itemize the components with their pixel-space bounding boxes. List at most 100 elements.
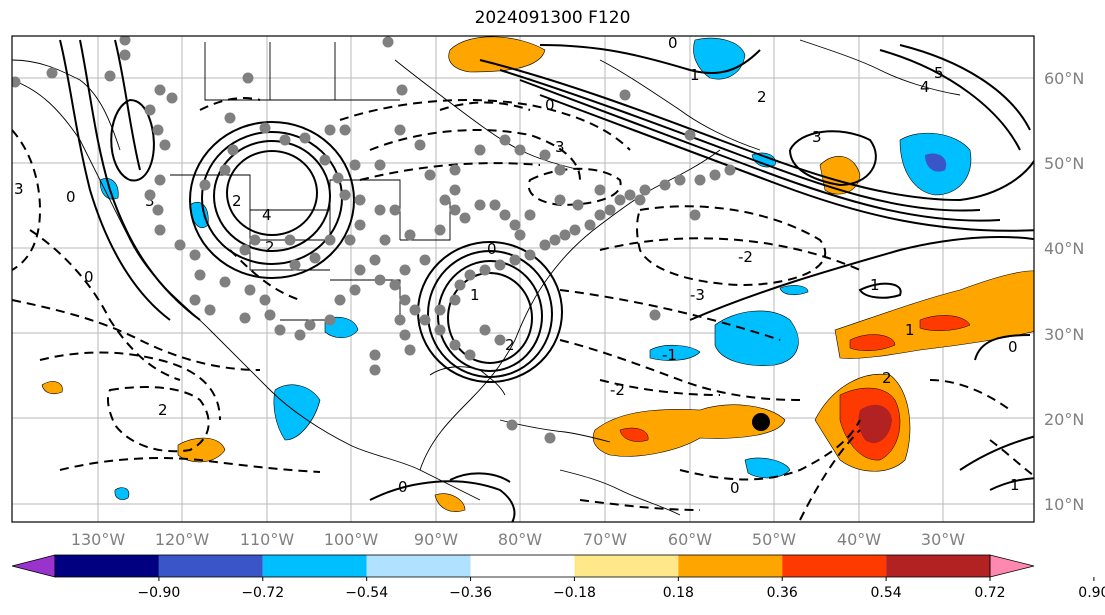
svg-text:1: 1: [690, 66, 700, 84]
lon-label: 90°W: [414, 530, 458, 549]
station-dot: [409, 304, 421, 316]
station-dot: [509, 254, 521, 266]
station-dot: [604, 204, 616, 216]
station-dot: [594, 184, 606, 196]
colorbar: −0.90 −0.72 −0.54 −0.36 −0.18 0.18 0.36 0.54 0.7…: [11, 554, 1105, 601]
station-dot: [594, 209, 606, 221]
station-dot: [479, 324, 491, 336]
station-dot: [204, 304, 216, 316]
colorbar-tick-label: −0.54: [345, 585, 388, 601]
lon-label: 130°W: [71, 530, 126, 549]
colorbar-tick-label: 0.18: [663, 585, 694, 601]
station-dot: [509, 219, 521, 231]
station-dot: [559, 229, 571, 241]
lat-label: 40°N: [1044, 239, 1084, 258]
svg-text:0: 0: [545, 96, 555, 114]
station-dot: [174, 239, 186, 251]
station-dot: [404, 344, 416, 356]
station-dot: [374, 274, 386, 286]
station-dot: [239, 244, 251, 256]
station-dot: [524, 249, 536, 261]
svg-text:-2: -2: [738, 248, 753, 266]
lat-label: 50°N: [1044, 154, 1084, 173]
station-dot: [154, 174, 166, 186]
svg-text:5: 5: [934, 64, 944, 82]
station-dot: [119, 49, 131, 61]
svg-text:3: 3: [14, 180, 24, 198]
station-dot: [479, 264, 491, 276]
svg-text:-1: -1: [662, 346, 677, 364]
svg-text:-2: -2: [610, 381, 625, 399]
lon-label: 80°W: [498, 530, 542, 549]
storm-center-marker: [752, 413, 770, 431]
station-dot: [649, 309, 661, 321]
station-dot: [494, 259, 506, 271]
station-dot: [394, 314, 406, 326]
station-dot: [399, 329, 411, 341]
station-dot: [294, 329, 306, 341]
colorbar-bin: [366, 555, 471, 577]
station-dot: [434, 324, 446, 336]
station-dot: [619, 89, 631, 101]
svg-text:0: 0: [84, 268, 94, 286]
station-dot: [724, 164, 736, 176]
station-dot: [674, 174, 686, 186]
svg-text:3: 3: [555, 138, 565, 156]
colorbar-tick-label: −0.18: [553, 585, 596, 601]
station-dot: [396, 84, 408, 96]
station-dot: [459, 212, 471, 224]
station-dot: [694, 174, 706, 186]
station-dot: [689, 209, 701, 221]
station-dot: [259, 122, 271, 134]
station-dot: [474, 199, 486, 211]
colorbar-bin: [678, 555, 783, 577]
colorbar-tick-label: 0.90: [1078, 585, 1105, 601]
svg-text:2: 2: [505, 336, 515, 354]
station-dot: [474, 144, 486, 156]
station-dot: [414, 139, 426, 151]
svg-text:0: 0: [487, 240, 497, 258]
station-dot: [449, 294, 461, 306]
station-dot: [374, 204, 386, 216]
station-dot: [259, 294, 271, 306]
station-dot: [514, 144, 526, 156]
station-dot: [382, 36, 394, 48]
lon-label: 100°W: [324, 530, 379, 549]
station-dot: [499, 209, 511, 221]
station-dot: [614, 194, 626, 206]
svg-text:1: 1: [905, 321, 915, 339]
station-dot: [494, 334, 506, 346]
station-dot: [489, 199, 501, 211]
station-dot: [239, 312, 251, 324]
map-frame: [11, 35, 1035, 523]
station-dot: [419, 314, 431, 326]
station-dot: [572, 199, 584, 211]
station-dot: [299, 132, 311, 144]
station-dot: [434, 224, 446, 236]
station-dot: [144, 104, 156, 116]
colorbar-bin: [262, 555, 367, 577]
lon-label: 110°W: [240, 530, 295, 549]
station-dot: [244, 284, 256, 296]
station-dot: [166, 92, 178, 104]
station-dot: [332, 172, 344, 184]
lat-label: 20°N: [1044, 410, 1084, 429]
station-dot: [289, 259, 301, 271]
svg-text:1: 1: [470, 286, 480, 304]
svg-text:2: 2: [757, 88, 767, 106]
colorbar-tick-label: 0.36: [767, 585, 798, 601]
station-dot: [144, 189, 156, 201]
colorbar-frame: [54, 554, 991, 578]
colorbar-bin: [886, 555, 990, 577]
shade-orange-region: [592, 404, 786, 457]
station-dot: [399, 264, 411, 276]
station-dot: [369, 349, 381, 361]
station-dot: [539, 239, 551, 251]
lon-label: 70°W: [583, 530, 627, 549]
station-dot: [449, 164, 461, 176]
station-dot: [334, 294, 346, 306]
station-dot: [634, 194, 646, 206]
shade-blue-region: [714, 310, 799, 366]
station-dot: [274, 324, 286, 336]
station-dot: [709, 169, 721, 181]
